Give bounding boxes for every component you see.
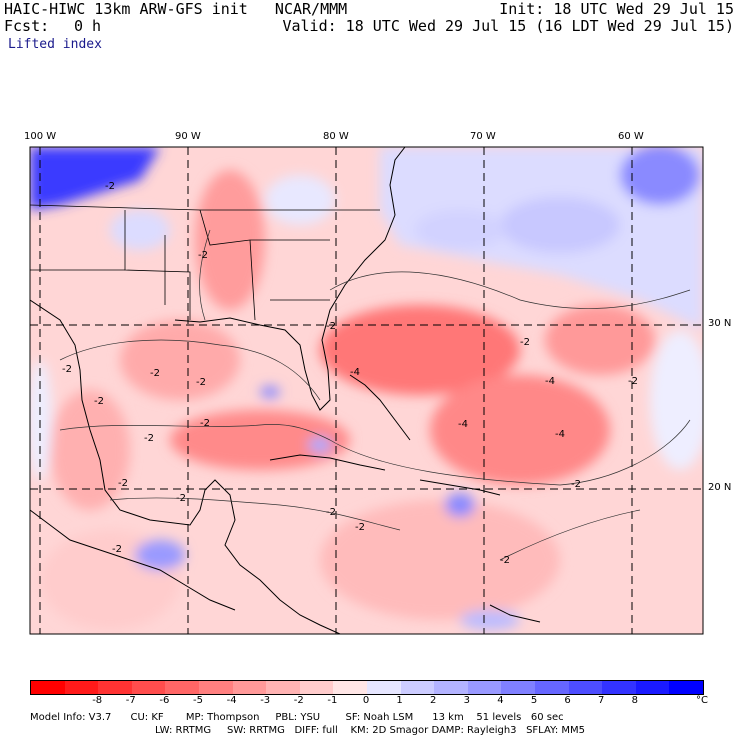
field-name: Lifted index — [8, 37, 102, 52]
colorbar-swatch — [64, 681, 99, 694]
colorbar-swatch — [266, 681, 300, 694]
colorbar-swatch — [98, 681, 132, 694]
colorbar-swatch — [131, 681, 166, 694]
colorbar-tick-label: -6 — [159, 695, 170, 706]
model-info-line2: LW: RRTMG SW: RRTMG DIFF: full KM: 2D Sm… — [155, 725, 585, 736]
colorbar-tick-label: 5 — [530, 695, 538, 706]
colorbar-swatch — [299, 681, 334, 694]
model-info-line1: Model Info: V3.7 CU: KF MP: Thompson PBL… — [30, 712, 564, 723]
lon-label-90w: 90 W — [175, 131, 201, 142]
colorbar-tick-label: 3 — [463, 695, 470, 706]
colorbar-tick-label: -7 — [125, 695, 136, 706]
colorbar-swatch — [232, 681, 267, 694]
contour-label: -2 — [326, 321, 336, 332]
init-time: Init: 18 UTC Wed 29 Jul 15 — [499, 0, 734, 18]
colorbar-tick-label: -5 — [193, 695, 203, 706]
colorbar-swatch — [467, 681, 502, 694]
lat-label-30n: 30 N — [708, 318, 732, 329]
contour-label: -2 — [62, 364, 72, 375]
colorbar-swatch — [198, 681, 233, 694]
contour-label: -4 — [545, 376, 555, 387]
coastlines — [30, 147, 541, 634]
contour-label: -4 — [555, 429, 565, 440]
map-frame — [29, 146, 704, 635]
colorbar-swatch — [400, 681, 435, 694]
contour-label: -2 — [198, 250, 208, 261]
colorbar-swatch — [434, 681, 468, 694]
contour-label: -2 — [500, 555, 510, 566]
lon-label-80w: 80 W — [323, 131, 349, 142]
colorbar-swatch — [602, 681, 636, 694]
lat-lon-grid — [30, 147, 703, 634]
contour-label: -2 — [176, 493, 186, 504]
colorbar-swatch — [635, 681, 670, 694]
colorbar-tick-label: 4 — [497, 695, 504, 706]
colorbar-tick-label: 7 — [598, 695, 605, 706]
forecast-hour: 0 h — [74, 17, 102, 35]
contour-label: -2 — [94, 396, 104, 407]
contour-label: -2 — [628, 376, 638, 387]
colorbar-swatch — [568, 681, 603, 694]
colorbar-tick-label: -2 — [293, 695, 304, 706]
colorbar — [30, 680, 704, 695]
model-title: HAIC-HIWC 13km ARW-GFS init NCAR/MMM — [4, 0, 348, 18]
colorbar-swatch — [333, 681, 367, 694]
contour-label: -2 — [196, 377, 206, 388]
contour-label: -2 — [150, 368, 160, 379]
contour-label: -2 — [112, 544, 122, 555]
state-borders — [30, 204, 380, 321]
contour-label: -2 — [355, 522, 365, 533]
colorbar-swatch — [669, 681, 703, 694]
colorbar-swatch — [31, 681, 65, 694]
contour-label: -2 — [105, 181, 115, 192]
colorbar-swatch — [501, 681, 535, 694]
colorbar-tick-label: -4 — [226, 695, 237, 706]
colorbar-tick-label: 0 — [362, 695, 370, 706]
contour-label: -4 — [458, 419, 468, 430]
contour-label: -4 — [350, 367, 360, 378]
contour-label: -2 — [571, 479, 581, 490]
forecast-label: Fcst: — [4, 17, 50, 35]
contour-label: -2 — [118, 478, 128, 489]
colorbar-tick-label: 1 — [396, 695, 403, 706]
colorbar-swatch — [366, 681, 401, 694]
contour-label: -2 — [200, 418, 210, 429]
colorbar-tick-label: 6 — [564, 695, 571, 706]
valid-time: Valid: 18 UTC Wed 29 Jul 15 (16 LDT Wed … — [282, 17, 734, 35]
colorbar-swatch — [165, 681, 199, 694]
contour-label: -2 — [520, 337, 530, 348]
lat-label-20n: 20 N — [708, 482, 732, 493]
colorbar-tick-label: -3 — [260, 695, 271, 706]
colorbar-tick-label: -1 — [327, 695, 338, 706]
lon-label-60w: 60 W — [618, 131, 644, 142]
contour-label: -2 — [326, 507, 336, 518]
contour-value-labels: -2 -2 -2 -2 -2 -2 -2 -2 -2 -2 -4 -4 -4 -… — [62, 181, 638, 566]
colorbar-swatch — [534, 681, 569, 694]
colorbar-tick-label: 8 — [631, 695, 638, 706]
contour-lines — [59, 229, 691, 561]
lon-label-70w: 70 W — [470, 131, 496, 142]
colorbar-tick-label: -8 — [92, 695, 103, 706]
lon-label-100w: 100 W — [24, 131, 57, 142]
colorbar-unit: °C — [696, 695, 708, 706]
contour-label: -2 — [144, 433, 154, 444]
colorbar-tick-label: 2 — [430, 695, 437, 706]
